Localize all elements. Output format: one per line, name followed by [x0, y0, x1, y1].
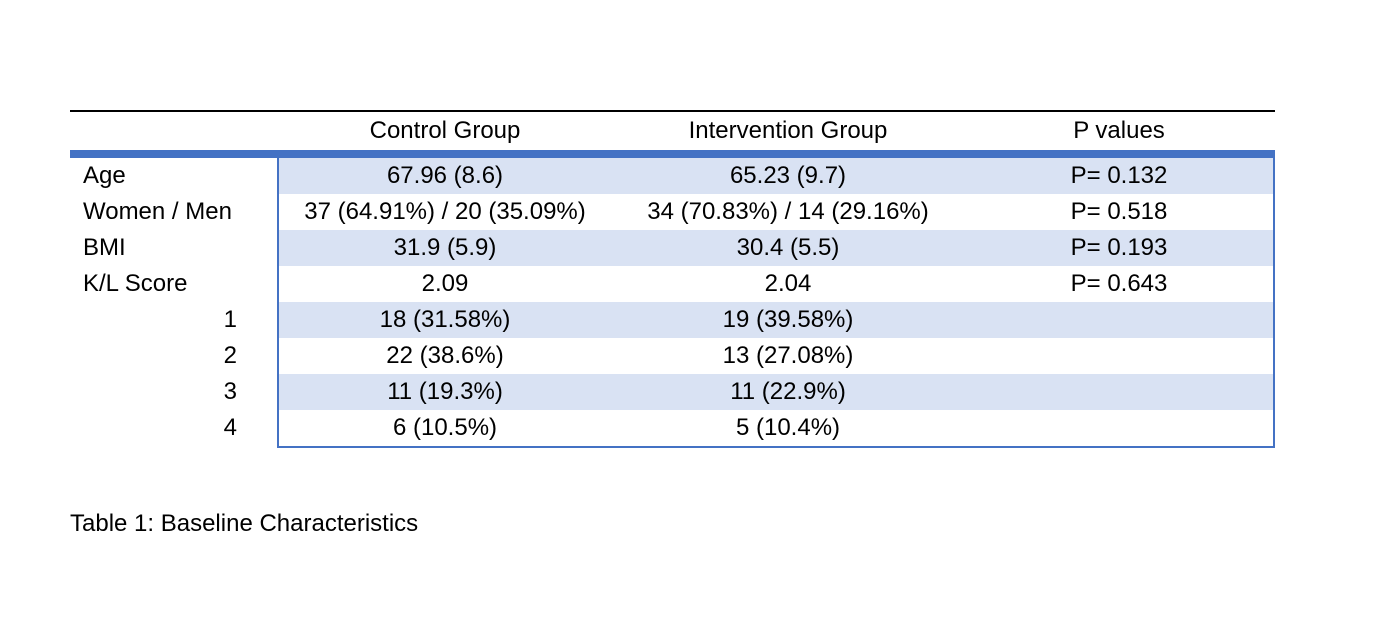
- table-row-kl-score: K/L Score 2.09 2.04 P= 0.643: [70, 266, 1275, 302]
- row-label-cell: Age: [70, 158, 277, 194]
- table-row-kl-2: 2 22 (38.6%) 13 (27.08%): [70, 338, 1275, 374]
- row-label-cell: 1: [70, 302, 277, 338]
- table-row-kl-1: 1 18 (31.58%) 19 (39.58%): [70, 302, 1275, 338]
- intervention-value-cell: 19 (39.58%): [613, 302, 963, 338]
- intervention-value-cell: 13 (27.08%): [613, 338, 963, 374]
- intervention-value-cell: 34 (70.83%) / 14 (29.16%): [613, 194, 963, 230]
- baseline-table: Control Group Intervention Group P value…: [70, 110, 1275, 448]
- p-value-cell: [963, 410, 1275, 446]
- intervention-value-cell: 2.04: [613, 266, 963, 302]
- p-value-cell: P= 0.132: [963, 158, 1275, 194]
- control-value-cell: 22 (38.6%): [277, 338, 613, 374]
- table-body: Age 67.96 (8.6) 65.23 (9.7) P= 0.132 Wom…: [70, 158, 1275, 448]
- table-caption: Table 1: Baseline Characteristics: [70, 510, 419, 537]
- p-value-cell: [963, 338, 1275, 374]
- table-row-women-men: Women / Men 37 (64.91%) / 20 (35.09%) 34…: [70, 194, 1275, 230]
- p-value-cell: [963, 302, 1275, 338]
- row-label-cell: 3: [70, 374, 277, 410]
- intervention-value-cell: 11 (22.9%): [613, 374, 963, 410]
- p-value-cell: [963, 374, 1275, 410]
- column-header-p-values: P values: [1073, 117, 1165, 144]
- p-value-cell: P= 0.643: [963, 266, 1275, 302]
- control-value-cell: 6 (10.5%): [277, 410, 613, 446]
- intervention-value-cell: 30.4 (5.5): [613, 230, 963, 266]
- table-row-bmi: BMI 31.9 (5.9) 30.4 (5.5) P= 0.193: [70, 230, 1275, 266]
- table-row-kl-3: 3 11 (19.3%) 11 (22.9%): [70, 374, 1275, 410]
- control-value-cell: 37 (64.91%) / 20 (35.09%): [277, 194, 613, 230]
- column-header-intervention-group: Intervention Group: [688, 117, 888, 144]
- table-header-row: Control Group Intervention Group P value…: [70, 110, 1275, 150]
- row-label-cell: BMI: [70, 230, 277, 266]
- row-label-cell: 2: [70, 338, 277, 374]
- control-value-cell: 18 (31.58%): [277, 302, 613, 338]
- p-value-cell: P= 0.518: [963, 194, 1275, 230]
- table-row-age: Age 67.96 (8.6) 65.23 (9.7) P= 0.132: [70, 158, 1275, 194]
- column-header-control-group: Control Group: [369, 117, 521, 144]
- intervention-value-cell: 5 (10.4%): [613, 410, 963, 446]
- table-accent-bar: [70, 150, 1275, 158]
- control-value-cell: 31.9 (5.9): [277, 230, 613, 266]
- table-row-kl-4: 4 6 (10.5%) 5 (10.4%): [70, 410, 1275, 446]
- row-label-cell: K/L Score: [70, 266, 277, 302]
- control-value-cell: 67.96 (8.6): [277, 158, 613, 194]
- row-label-cell: 4: [70, 410, 277, 446]
- control-value-cell: 11 (19.3%): [277, 374, 613, 410]
- row-label-cell: Women / Men: [70, 194, 277, 230]
- control-value-cell: 2.09: [277, 266, 613, 302]
- p-value-cell: P= 0.193: [963, 230, 1275, 266]
- intervention-value-cell: 65.23 (9.7): [613, 158, 963, 194]
